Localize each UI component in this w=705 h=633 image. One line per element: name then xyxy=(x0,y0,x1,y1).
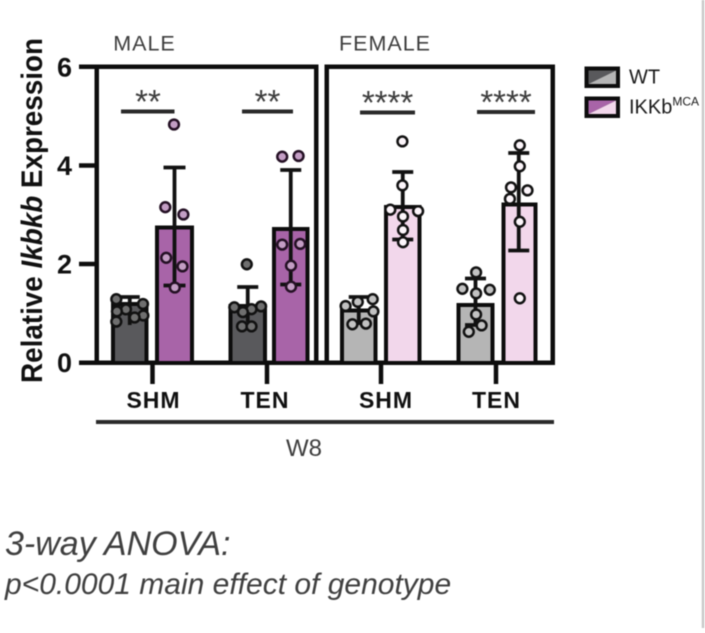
svg-text:TEN: TEN xyxy=(472,387,521,413)
svg-text:3-way ANOVA:: 3-way ANOVA: xyxy=(5,525,230,563)
svg-text:Relative Ikbkb Expression: Relative Ikbkb Expression xyxy=(16,38,49,383)
svg-text:MALE: MALE xyxy=(113,32,176,56)
svg-text:FEMALE: FEMALE xyxy=(339,32,431,56)
svg-text:**: ** xyxy=(135,83,161,120)
svg-text:TEN: TEN xyxy=(241,387,290,413)
svg-text:W8: W8 xyxy=(286,435,322,462)
svg-text:2: 2 xyxy=(57,250,72,280)
svg-text:0: 0 xyxy=(57,348,72,378)
svg-text:6: 6 xyxy=(57,52,72,82)
svg-text:WT: WT xyxy=(629,67,660,89)
svg-text:IKKbMCA: IKKbMCA xyxy=(629,95,699,119)
svg-text:**: ** xyxy=(255,83,281,120)
svg-text:4: 4 xyxy=(57,151,72,181)
svg-text:SHM: SHM xyxy=(359,387,413,413)
svg-text:****: **** xyxy=(480,84,532,121)
svg-text:p<0.0001 main effect of genoty: p<0.0001 main effect of genotype xyxy=(4,568,451,601)
svg-text:****: **** xyxy=(362,84,414,121)
svg-text:SHM: SHM xyxy=(126,387,180,413)
